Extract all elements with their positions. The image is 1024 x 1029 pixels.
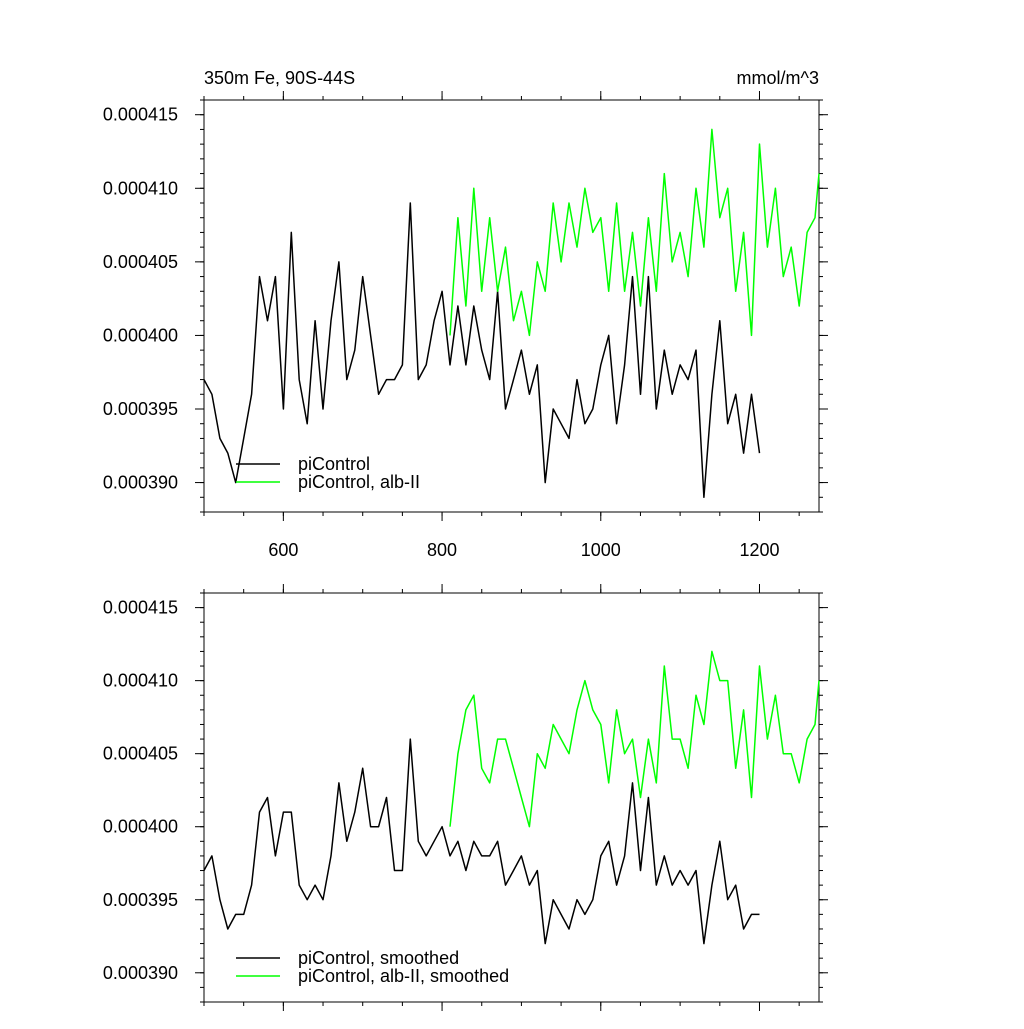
y-tick-label: 0.000415 bbox=[103, 105, 178, 125]
y-tick-label: 0.000415 bbox=[103, 598, 178, 618]
series-line-1 bbox=[203, 202, 761, 499]
legend-label: piControl, alb-II bbox=[298, 472, 420, 492]
x-tick-label: 1000 bbox=[581, 540, 621, 560]
y-tick-label: 0.000410 bbox=[103, 178, 178, 198]
y-tick-label: 0.000395 bbox=[103, 399, 178, 419]
plot-frame bbox=[203, 592, 820, 1003]
legend-label: piControl, smoothed bbox=[298, 948, 459, 968]
units-label: mmol/m^3 bbox=[737, 68, 819, 88]
y-tick-label: 0.000400 bbox=[103, 325, 178, 345]
y-tick-label: 0.000395 bbox=[103, 890, 178, 910]
y-tick-label: 0.000410 bbox=[103, 671, 178, 691]
legend-label: piControl bbox=[298, 454, 370, 474]
bottom-panel: 0.000390 0.000395 0.000400 0.000405 0.000410… bbox=[103, 584, 828, 1011]
x-tick-label: 600 bbox=[268, 540, 298, 560]
y-tick-label: 0.000405 bbox=[103, 744, 178, 764]
y-tick-label: 0.000390 bbox=[103, 963, 178, 983]
series-line-2 bbox=[449, 650, 820, 828]
x-tick-label: 800 bbox=[427, 540, 457, 560]
y-tick-label: 0.000405 bbox=[103, 252, 178, 272]
x-tick-label: 1200 bbox=[739, 540, 779, 560]
chart-title: 350m Fe, 90S-44S bbox=[204, 68, 355, 88]
top-panel: 600 800 1000 1200 0.000390 0.000395 0.000400 0.… bbox=[103, 68, 828, 560]
series-line-1 bbox=[203, 738, 760, 945]
series-line-2 bbox=[449, 128, 820, 337]
legend-label: piControl, alb-II, smoothed bbox=[298, 966, 509, 986]
y-tick-label: 0.000400 bbox=[103, 817, 178, 837]
y-tick-label: 0.000390 bbox=[103, 473, 178, 493]
